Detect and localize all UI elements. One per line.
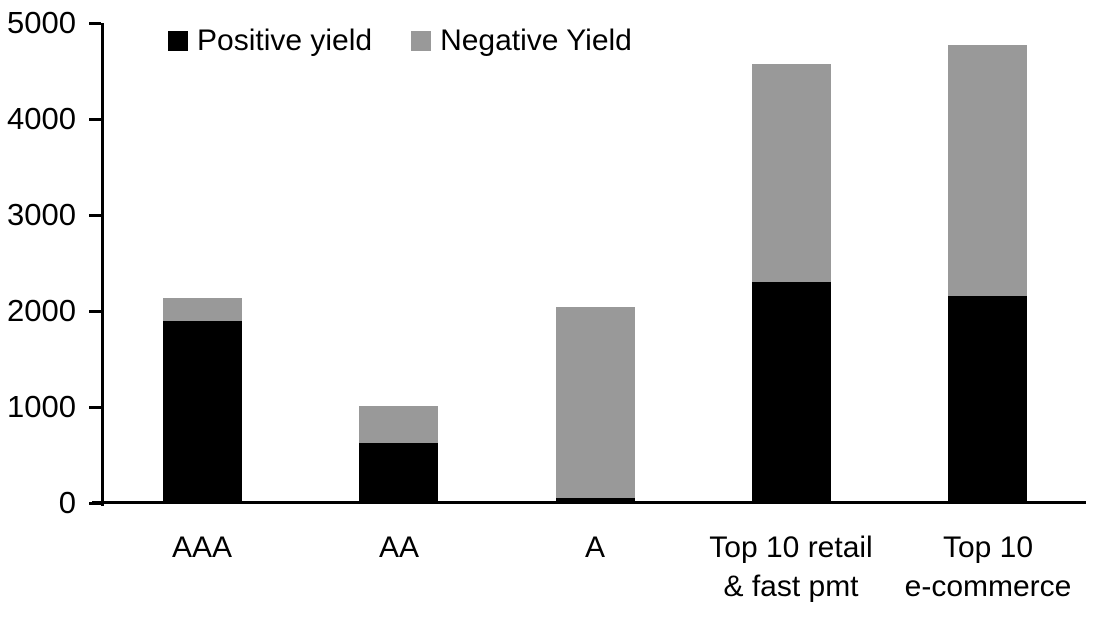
y-tick-mark-4000 (89, 118, 101, 121)
y-tick-mark-2000 (89, 310, 101, 313)
y-tick-mark-3000 (89, 214, 101, 217)
y-tick-mark-1000 (89, 406, 101, 409)
bar-a-negative-yield-segment (556, 307, 635, 499)
y-axis-line (101, 23, 104, 506)
y-tick-mark-0 (89, 502, 101, 505)
x-category-label-a: A (584, 531, 605, 564)
y-tick-label-4000: 4000 (7, 101, 76, 136)
legend-item-positive-yield: Positive yield (168, 24, 372, 57)
bar-aa-positive-yield-segment (359, 442, 438, 503)
x-category-label-aaa: AAA (171, 531, 233, 564)
bar-top-10-negative-yield-segment (948, 45, 1027, 296)
x-category-label-aa: AA (378, 531, 420, 564)
y-tick-label-2000: 2000 (7, 293, 76, 328)
legend-swatch-positive-yield (168, 30, 188, 51)
x-category-label-top-10-retail: Top 10 retail & fast pmt (709, 531, 873, 603)
y-tick-mark-5000 (89, 22, 101, 25)
bar-aaa-negative-yield-segment (163, 297, 242, 321)
legend-label-positive-yield: Positive yield (197, 24, 373, 57)
y-tick-label-5000: 5000 (7, 5, 76, 40)
bar-aaa-positive-yield-segment (163, 320, 242, 503)
legend-swatch-negative-yield (411, 30, 432, 51)
y-tick-label-3000: 3000 (7, 197, 76, 232)
bar-top-10-positive-yield-segment (948, 295, 1027, 503)
legend-item-negative-yield: Negative Yield (411, 24, 632, 57)
bar-aa-negative-yield-segment (359, 406, 438, 443)
y-tick-label-1000: 1000 (7, 389, 76, 424)
legend-label-negative-yield: Negative Yield (440, 24, 632, 57)
y-tick-label-0: 0 (58, 485, 76, 520)
bar-top-10-retail-positive-yield-segment (752, 282, 831, 503)
legend: Positive yield Negative Yield (168, 24, 632, 57)
bar-top-10-retail-negative-yield-segment (752, 64, 831, 283)
x-category-label-top-10: Top 10 e-commerce (904, 531, 1072, 603)
bar-a-positive-yield-segment (556, 498, 635, 503)
